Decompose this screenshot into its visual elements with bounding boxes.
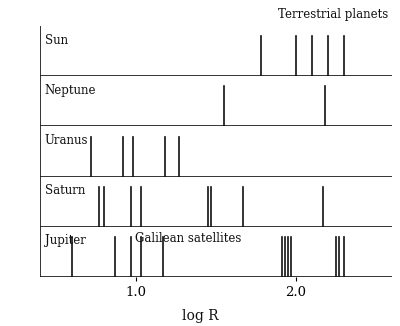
Text: Galilean satellites: Galilean satellites — [135, 232, 242, 245]
Text: log R: log R — [182, 309, 218, 323]
Text: Uranus: Uranus — [45, 134, 88, 147]
Text: Jupiter: Jupiter — [45, 234, 86, 247]
Text: Saturn: Saturn — [45, 184, 85, 197]
Text: Sun: Sun — [45, 34, 68, 47]
Text: Neptune: Neptune — [45, 84, 96, 97]
Text: Terrestrial planets: Terrestrial planets — [278, 8, 388, 21]
